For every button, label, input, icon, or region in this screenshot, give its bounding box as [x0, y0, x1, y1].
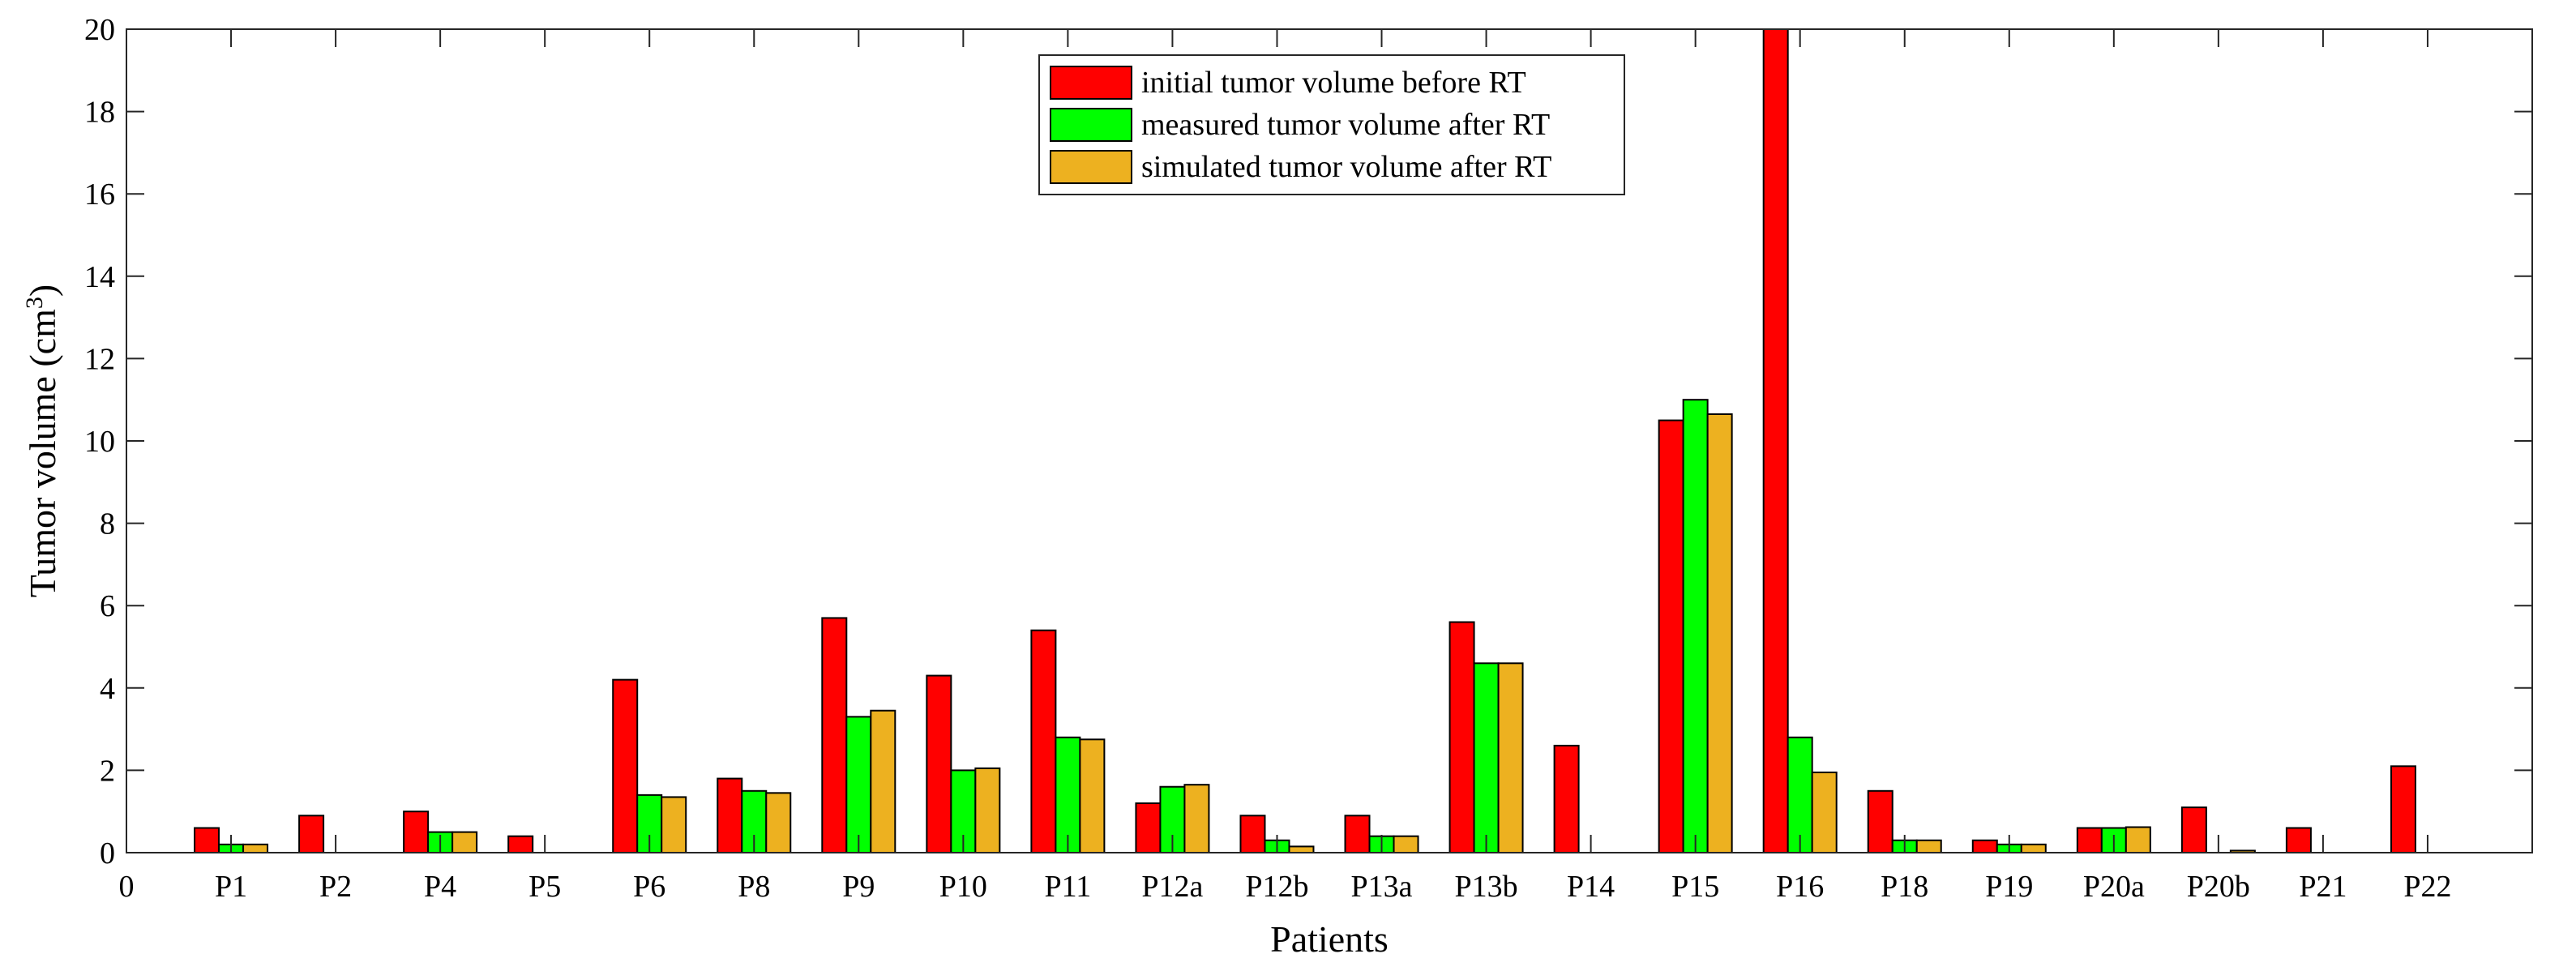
bar-p15-series-1: [1658, 419, 1684, 853]
bar-p1-series-1: [194, 827, 220, 854]
bar-p20a-series-3: [2125, 826, 2151, 854]
bar-p5-series-1: [507, 835, 534, 854]
y-axis-title-close: ): [22, 284, 63, 297]
y-tick-label: 18: [84, 96, 115, 130]
bar-p11-series-1: [1030, 629, 1057, 853]
y-tick-label: 14: [84, 260, 115, 294]
x-tick-label-p16: P16: [1776, 870, 1824, 904]
y-tick-label: 6: [100, 589, 115, 623]
bar-p4-series-3: [451, 831, 478, 853]
x-tick-label-p15: P15: [1671, 870, 1719, 904]
x-tick-label-p12a: P12a: [1141, 870, 1203, 904]
x-tick-label-p20a: P20a: [2083, 870, 2145, 904]
bar-p4-series-1: [403, 811, 430, 854]
x-tick-label-p9: P9: [842, 870, 875, 904]
bar-p20b-series-1: [2180, 806, 2207, 853]
y-axis-title-superscript: 3: [21, 297, 48, 309]
bar-p13a-series-1: [1344, 815, 1371, 854]
x-tick-label-p13a: P13a: [1351, 870, 1413, 904]
x-tick-label-p18: P18: [1881, 870, 1928, 904]
bar-p16-series-1: [1762, 28, 1789, 853]
bar-p12a-series-1: [1135, 802, 1162, 853]
x-tick-label-p13b: P13b: [1454, 870, 1517, 904]
bar-p21-series-1: [2285, 827, 2312, 854]
bar-p13b-series-1: [1448, 621, 1475, 854]
y-tick-label: 2: [100, 754, 115, 788]
bar-p9-series-3: [870, 709, 896, 853]
y-tick-label: 12: [84, 342, 115, 376]
bar-p20a-series-1: [2076, 827, 2103, 854]
legend-label-series-1: initial tumor volume before RT: [1141, 66, 1526, 100]
y-tick-label: 0: [100, 836, 115, 870]
y-tick-label: 10: [84, 425, 115, 459]
bar-p13b-series-2: [1473, 662, 1500, 853]
bar-p6-series-1: [612, 678, 639, 854]
x-tick-label-p2: P2: [319, 870, 352, 904]
x-tick-label-p14: P14: [1567, 870, 1615, 904]
legend-box: [1038, 54, 1625, 195]
bar-p12a-series-3: [1183, 784, 1210, 853]
legend-label-series-3: simulated tumor volume after RT: [1141, 150, 1551, 184]
bar-p12b-series-3: [1288, 845, 1315, 854]
bar-p18-series-1: [1867, 789, 1893, 853]
bar-p22-series-1: [2390, 765, 2416, 854]
x-tick-label-p8: P8: [738, 870, 770, 904]
labels-layer: 0 2 4 6 8 10 12 14 16 18 20 0 P1 P2 P4 P5 P6 P8 P9 P10 P11 P1…: [21, 13, 2452, 960]
bar-p15-series-3: [1706, 413, 1733, 854]
x-tick-label-p4: P4: [424, 870, 456, 904]
y-axis-title-main: Tumor volume (cm: [22, 309, 63, 597]
bar-p2-series-1: [298, 815, 325, 854]
y-tick-label: 4: [100, 672, 115, 706]
x-tick-label-p20b: P20b: [2187, 870, 2250, 904]
bar-p9-series-2: [845, 716, 872, 853]
x-tick-label-p21: P21: [2299, 870, 2347, 904]
x-axis-title: Patients: [1270, 918, 1389, 960]
bar-p9-series-1: [821, 617, 848, 853]
x-tick-label-p1: P1: [215, 870, 247, 904]
bar-p16-series-3: [1811, 771, 1838, 853]
legend: initial tumor volume before RT measured t…: [1038, 54, 1625, 195]
bar-p19-series-3: [2020, 843, 2047, 853]
x-tick-label-p5: P5: [528, 870, 561, 904]
bars-layer: [194, 28, 2416, 854]
bar-p12b-series-1: [1239, 815, 1266, 854]
bar-p10-series-1: [926, 674, 952, 853]
legend-swatch-series-2: [1050, 108, 1132, 142]
y-axis-title: Tumor volume (cm3): [21, 284, 63, 597]
bar-p10-series-3: [974, 767, 1001, 853]
bar-p11-series-3: [1079, 738, 1106, 853]
legend-label-series-2: measured tumor volume after RT: [1141, 108, 1550, 142]
bar-p13b-series-3: [1497, 662, 1524, 853]
x-tick-label-p12b: P12b: [1245, 870, 1308, 904]
axes-layer: [126, 28, 2533, 853]
bar-p1-series-3: [242, 843, 269, 853]
x-tick-label-p19: P19: [1985, 870, 2033, 904]
x-tick-label-p6: P6: [633, 870, 665, 904]
bar-p8-series-3: [765, 792, 792, 854]
legend-swatch-series-3: [1050, 150, 1132, 184]
bar-p14-series-1: [1553, 744, 1580, 853]
bar-p13a-series-3: [1393, 835, 1419, 854]
bar-p16-series-2: [1787, 736, 1813, 854]
bar-p8-series-1: [717, 777, 743, 853]
bar-p6-series-3: [661, 796, 687, 853]
bar-p15-series-2: [1682, 399, 1709, 853]
legend-swatch-series-1: [1050, 66, 1132, 100]
bar-p19-series-1: [1971, 839, 1998, 854]
x-tick-label-p11: P11: [1045, 870, 1092, 904]
x-tick-label-p10: P10: [939, 870, 987, 904]
bar-p18-series-3: [1915, 839, 1942, 854]
y-tick-label: 20: [84, 13, 115, 47]
x-tick-label-p22: P22: [2403, 870, 2451, 904]
x-tick-label-0: 0: [119, 870, 135, 904]
y-tick-label: 16: [84, 178, 115, 212]
y-tick-label: 8: [100, 507, 115, 541]
